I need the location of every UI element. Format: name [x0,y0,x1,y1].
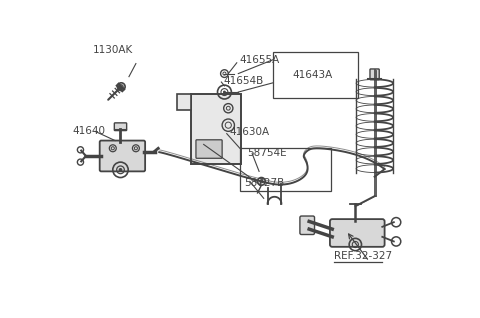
Text: REF.32-327: REF.32-327 [334,252,392,261]
FancyBboxPatch shape [100,141,145,171]
Polygon shape [177,94,191,110]
Text: 58754E: 58754E [248,148,287,158]
Text: 41630A: 41630A [229,127,269,137]
Circle shape [120,169,121,171]
FancyBboxPatch shape [330,219,384,247]
FancyBboxPatch shape [300,216,314,234]
Text: 1130AK: 1130AK [93,45,133,55]
FancyBboxPatch shape [114,123,127,131]
Text: 41655A: 41655A [239,55,279,66]
Text: 41654B: 41654B [224,76,264,86]
Text: 41640: 41640 [72,126,105,136]
FancyBboxPatch shape [191,94,240,164]
Circle shape [224,91,225,93]
Text: 41643A: 41643A [292,70,333,80]
FancyBboxPatch shape [196,140,222,158]
Text: 58727B: 58727B [244,178,285,188]
FancyBboxPatch shape [370,69,379,80]
